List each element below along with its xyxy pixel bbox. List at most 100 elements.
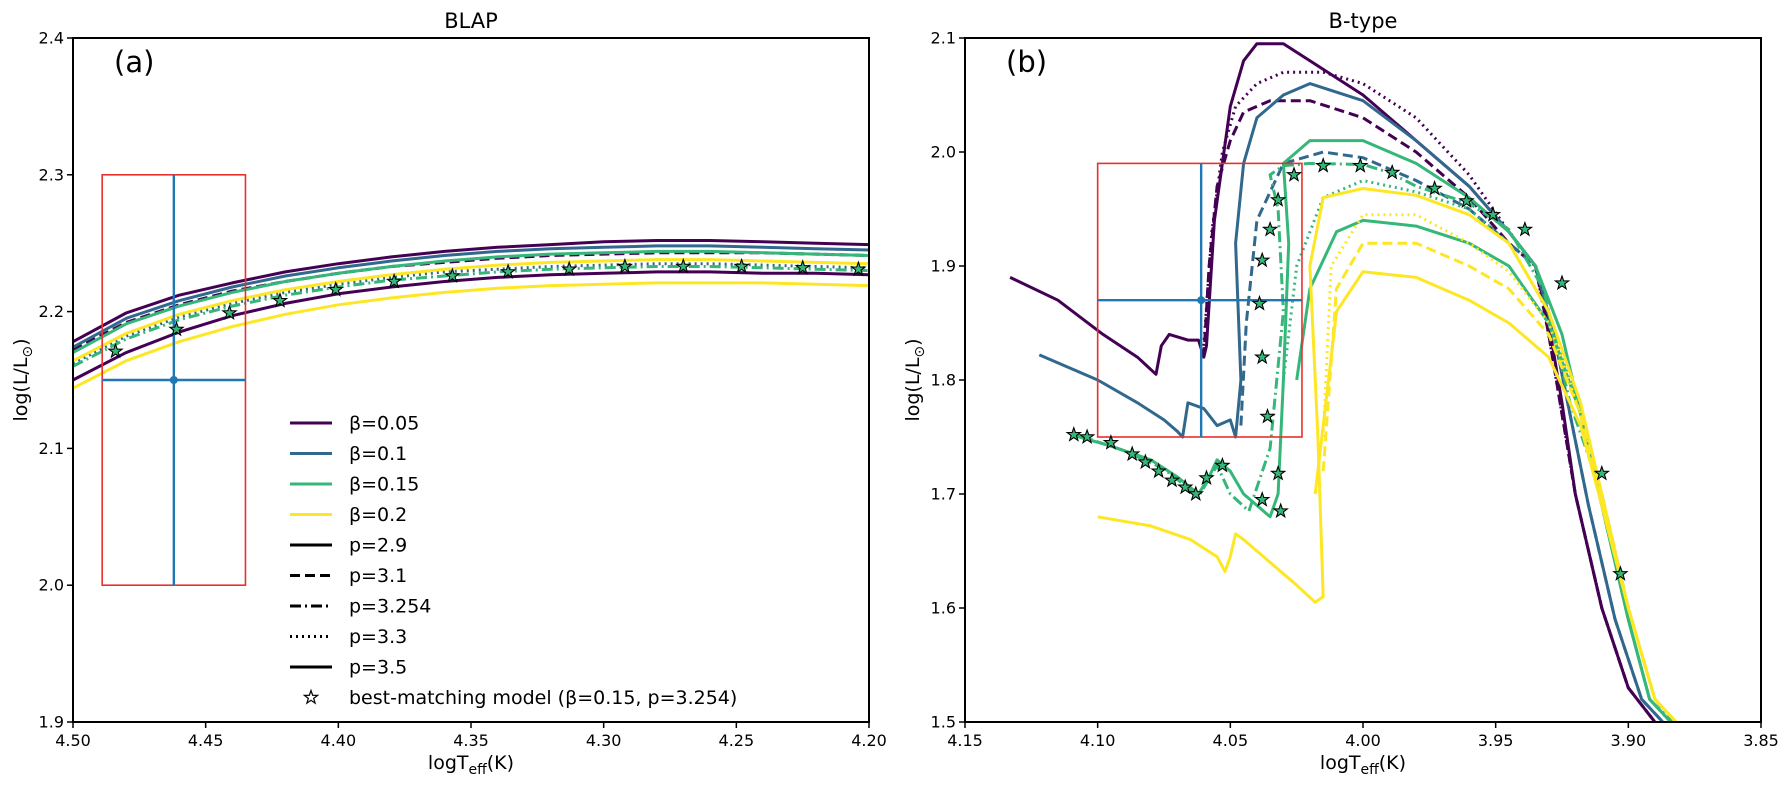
best-model-star-b-28 <box>1554 275 1570 290</box>
best-model-star-b-16 <box>1252 296 1267 310</box>
legend-item-9: best-matching model (β=0.15, p=3.254) <box>303 687 737 709</box>
panel-a: BLAP 4.50 4.45 4.40 4.35 4.30 4.25 4.20 1.9 2.0… <box>10 9 887 778</box>
x-tick-label-a-3: 4.35 <box>453 731 489 750</box>
best-model-star-b-17 <box>1254 252 1270 267</box>
best-model-star-b-20 <box>1286 167 1302 182</box>
best-model-star-a-10 <box>676 258 691 273</box>
best-model-star-b-15 <box>1254 349 1270 364</box>
y-tick-label-b-0: 1.5 <box>931 713 956 732</box>
best-model-star-b-12 <box>1273 503 1288 518</box>
legend-item-0: β=0.05 <box>290 413 419 435</box>
legend-label-0: β=0.05 <box>349 413 419 435</box>
legend-label-4: p=2.9 <box>349 535 407 557</box>
track-b-2 <box>1202 70 1657 722</box>
best-model-star-b-0 <box>1066 427 1082 441</box>
panel-a-y-axis-label: log(L/L⊙) <box>10 338 36 421</box>
x-tick-label-a-2: 4.40 <box>321 731 357 750</box>
y-tick-label-a-3: 2.2 <box>39 302 64 321</box>
y-tick-label-a-5: 2.4 <box>39 29 64 48</box>
x-tick-label-a-6: 4.20 <box>851 731 887 750</box>
track-a-0 <box>73 239 869 344</box>
legend-item-4: p=2.9 <box>290 535 407 557</box>
x-tick-label-b-1: 4.10 <box>1080 731 1116 750</box>
panel-a-y-ticks: 1.9 2.0 2.1 2.2 2.3 2.4 <box>39 29 73 732</box>
y-tick-label-b-3: 1.8 <box>931 371 956 390</box>
panel-b-title: B-type <box>1329 9 1398 33</box>
y-tick-label-b-4: 1.9 <box>931 257 956 276</box>
panel-b-x-axis-label: logTeff(K) <box>1320 752 1406 778</box>
y-tick-label-a-1: 2.0 <box>39 576 64 595</box>
x-tick-label-a-4: 4.30 <box>586 731 622 750</box>
panel-b-tracks <box>1009 42 1678 722</box>
best-model-star-b-18 <box>1262 221 1278 236</box>
best-model-star-b-27 <box>1517 221 1533 236</box>
panel-a-observation <box>101 174 247 586</box>
y-tick-label-a-0: 1.9 <box>39 713 64 732</box>
y-tick-label-b-6: 2.1 <box>931 29 956 48</box>
observation-point-b <box>1197 296 1206 305</box>
legend-label-3: β=0.2 <box>349 504 407 526</box>
panel-a-legend: β=0.05 β=0.1 β=0.15 β=0.2 p=2.9 p=3.1 p=3.254 p… <box>290 413 737 709</box>
panel-a-tracks <box>73 239 869 390</box>
legend-label-5: p=3.1 <box>349 565 407 587</box>
legend-label-2: β=0.15 <box>349 474 419 496</box>
track-a-6 <box>73 265 869 368</box>
x-tick-label-b-2: 4.05 <box>1213 731 1249 750</box>
track-a-8 <box>73 281 869 390</box>
y-tick-label-a-4: 2.3 <box>39 165 64 184</box>
legend-item-8: p=3.5 <box>290 657 407 679</box>
panel-b: B-type 4.15 4.10 4.05 4.00 3.95 3.90 3.85 1.5 1… <box>902 9 1779 778</box>
x-tick-label-b-6: 3.85 <box>1743 731 1779 750</box>
track-b-12 <box>1313 270 1678 722</box>
x-tick-label-a-1: 4.45 <box>188 731 224 750</box>
legend-label-1: β=0.1 <box>349 443 407 465</box>
x-tick-label-a-0: 4.50 <box>55 731 91 750</box>
panel-b-x-ticks: 4.15 4.10 4.05 4.00 3.95 3.90 3.85 <box>947 722 1779 750</box>
track-b-0 <box>1009 42 1657 722</box>
track-a-7 <box>73 258 869 363</box>
legend-label-7: p=3.3 <box>349 626 407 648</box>
legend-label-8: p=3.5 <box>349 657 407 679</box>
x-tick-label-b-0: 4.15 <box>947 731 983 750</box>
track-b-8 <box>1295 218 1672 722</box>
y-tick-label-a-2: 2.1 <box>39 439 64 458</box>
legend-label-6: p=3.254 <box>349 596 431 618</box>
legend-item-6: p=3.254 <box>290 596 431 618</box>
legend-star-icon <box>303 689 319 704</box>
y-tick-label-b-2: 1.7 <box>931 485 956 504</box>
x-tick-label-a-5: 4.25 <box>719 731 755 750</box>
best-model-star-b-11 <box>1254 492 1270 506</box>
best-model-star-b-21 <box>1315 158 1331 172</box>
track-b-1 <box>1202 99 1657 722</box>
panel-a-title: BLAP <box>444 9 498 33</box>
legend-item-7: p=3.3 <box>290 626 407 648</box>
panel-b-y-ticks: 1.5 1.6 1.7 1.8 1.9 2.0 2.1 <box>931 29 965 732</box>
track-a-2 <box>73 270 869 382</box>
panel-a-x-ticks: 4.50 4.45 4.40 4.35 4.30 4.25 4.20 <box>55 722 887 750</box>
legend-item-2: β=0.15 <box>290 474 419 496</box>
observation-point-a <box>169 376 178 384</box>
track-b-9 <box>1097 187 1678 722</box>
track-b-4 <box>1239 150 1664 722</box>
track-a-5 <box>73 249 869 354</box>
legend-label-9: best-matching model (β=0.15, p=3.254) <box>349 687 737 709</box>
best-model-star-b-5 <box>1151 463 1166 478</box>
panel-b-y-axis-label: log(L/L⊙) <box>902 338 928 421</box>
panel-a-letter: (a) <box>114 45 154 79</box>
track-a-3 <box>73 244 869 349</box>
x-tick-label-b-3: 4.00 <box>1345 731 1381 750</box>
legend-item-1: β=0.1 <box>290 443 407 465</box>
x-tick-label-b-4: 3.95 <box>1478 731 1514 750</box>
panel-b-observation <box>1096 162 1303 438</box>
track-b-11 <box>1321 213 1678 722</box>
track-b-6 <box>1075 161 1675 722</box>
best-model-star-b-22 <box>1353 158 1368 172</box>
y-tick-label-b-1: 1.6 <box>931 599 956 618</box>
x-tick-label-b-5: 3.90 <box>1611 731 1647 750</box>
track-b-10 <box>1321 241 1678 722</box>
legend-item-3: β=0.2 <box>290 504 407 526</box>
panel-a-x-axis-label: logTeff(K) <box>428 752 514 778</box>
panel-b-letter: (b) <box>1006 45 1047 79</box>
legend-item-5: p=3.1 <box>290 565 407 587</box>
